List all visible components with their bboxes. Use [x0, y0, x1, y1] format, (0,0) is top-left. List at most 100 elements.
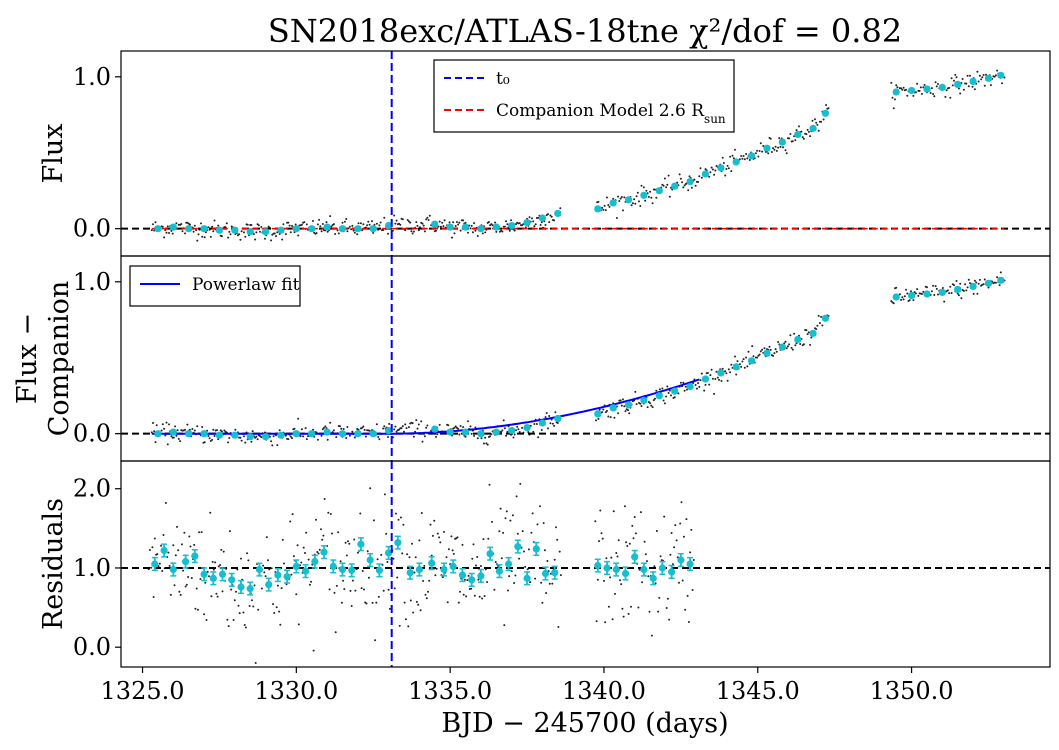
raw-point: [388, 422, 391, 425]
raw-point: [429, 523, 432, 526]
binned-point: [984, 74, 993, 82]
raw-point: [543, 549, 546, 552]
raw-point: [469, 425, 472, 428]
raw-point: [406, 553, 409, 556]
raw-point: [487, 537, 490, 540]
raw-point: [272, 435, 275, 438]
raw-point: [412, 435, 415, 438]
raw-point: [697, 180, 700, 183]
raw-point: [283, 562, 285, 565]
raw-point: [160, 429, 163, 432]
raw-point: [438, 220, 441, 223]
raw-point: [260, 226, 263, 228]
raw-point: [411, 422, 414, 425]
raw-point: [392, 557, 395, 560]
raw-point: [211, 560, 214, 563]
raw-point: [955, 280, 958, 282]
raw-point: [681, 579, 684, 582]
raw-point: [375, 601, 378, 604]
raw-point: [380, 553, 383, 556]
raw-point: [627, 612, 630, 615]
raw-point: [470, 587, 473, 590]
raw-point: [232, 619, 235, 621]
raw-point: [550, 215, 553, 218]
raw-point: [531, 217, 533, 220]
binned-points-residuals: [151, 535, 694, 596]
raw-point: [912, 94, 915, 97]
raw-point: [686, 594, 689, 597]
raw-point: [229, 233, 232, 236]
x-tick-label: 1330.0: [254, 677, 338, 705]
binned-point: [185, 430, 193, 438]
raw-point: [810, 336, 813, 339]
x-tick-label: 1335.0: [408, 677, 492, 705]
raw-point: [408, 556, 411, 559]
raw-point: [467, 231, 469, 234]
raw-point: [337, 232, 340, 235]
binned-point: [612, 565, 620, 574]
binned-point: [461, 223, 470, 231]
y-axis-label-residuals: Residuals: [38, 498, 69, 630]
raw-point: [179, 593, 182, 596]
raw-point: [167, 551, 170, 554]
raw-point: [221, 590, 224, 593]
binned-point: [160, 546, 168, 555]
raw-point: [516, 532, 519, 535]
raw-point: [619, 197, 622, 200]
binned-point: [354, 225, 362, 233]
raw-point: [341, 221, 344, 224]
raw-point: [342, 579, 345, 582]
binned-point: [431, 425, 439, 433]
binned-point: [625, 196, 633, 204]
raw-point: [189, 545, 192, 548]
raw-point: [242, 611, 245, 614]
raw-point: [709, 171, 712, 174]
binned-point: [237, 583, 245, 591]
raw-point: [945, 89, 948, 92]
raw-point: [699, 379, 702, 382]
raw-point: [785, 152, 788, 155]
raw-point: [650, 404, 653, 407]
binned-point: [477, 430, 485, 438]
raw-point: [655, 530, 658, 532]
raw-point: [965, 82, 968, 85]
raw-point: [415, 600, 418, 603]
raw-point: [524, 565, 527, 568]
raw-point: [917, 294, 920, 297]
raw-point: [638, 200, 640, 203]
raw-point: [457, 601, 460, 604]
raw-point: [763, 347, 766, 350]
raw-point: [815, 121, 818, 124]
raw-point: [980, 78, 983, 81]
binned-point: [701, 375, 710, 383]
raw-point: [929, 92, 932, 94]
binned-point: [406, 569, 414, 577]
raw-point: [335, 584, 338, 587]
raw-point: [499, 507, 502, 510]
raw-point: [442, 225, 445, 228]
raw-point: [356, 551, 359, 554]
raw-point: [814, 118, 816, 121]
raw-point: [219, 564, 222, 566]
raw-point: [647, 401, 650, 403]
raw-point: [193, 224, 196, 227]
raw-point: [474, 426, 477, 429]
raw-point: [473, 434, 476, 437]
raw-point: [254, 238, 257, 241]
raw-point: [967, 278, 970, 281]
raw-point: [919, 86, 922, 89]
raw-point: [692, 559, 695, 561]
raw-point: [289, 231, 292, 234]
binned-point: [154, 225, 162, 233]
raw-point: [620, 583, 623, 586]
powerlaw-fit-line: [151, 378, 700, 435]
raw-point: [299, 435, 302, 438]
raw-point: [479, 565, 482, 567]
raw-point: [287, 438, 290, 441]
raw-point: [743, 366, 746, 369]
raw-point: [345, 437, 348, 439]
raw-point: [395, 219, 398, 222]
binned-point: [492, 223, 500, 231]
raw-point: [981, 76, 984, 79]
raw-point: [412, 611, 415, 614]
